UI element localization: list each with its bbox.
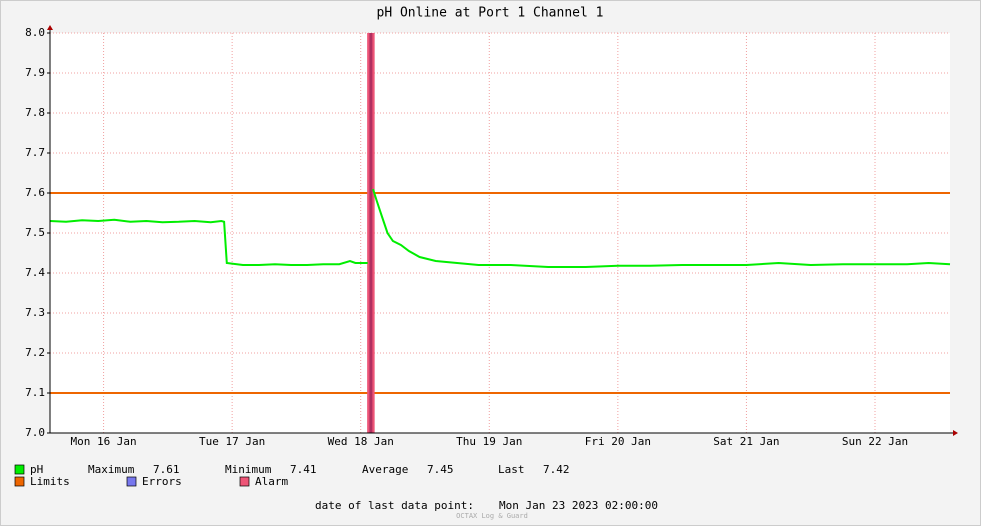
y-tick-label: 7.4 (25, 266, 45, 279)
y-tick-label: 7.2 (25, 346, 45, 359)
legend-swatch (239, 476, 250, 487)
legend-label: Limits (30, 475, 70, 488)
data-line (49, 188, 951, 268)
plot (49, 33, 951, 433)
y-tick-label: 8.0 (25, 26, 45, 39)
stat-label: Minimum (225, 463, 272, 476)
stat-value: 7.45 (427, 463, 454, 476)
legend-label: Errors (142, 475, 182, 488)
legend-swatch (14, 476, 25, 487)
alarm-core (369, 33, 373, 433)
stat-label: Last (498, 463, 525, 476)
x-tick-label: Wed 18 Jan (328, 435, 394, 448)
y-tick-label: 7.1 (25, 386, 45, 399)
stat-label: Average (362, 463, 408, 476)
stat-label: Maximum (88, 463, 135, 476)
watermark: OCTAX Log & Guard (456, 512, 528, 520)
x-tick-label: Fri 20 Jan (585, 435, 651, 448)
chart-title: pH Online at Port 1 Channel 1 (377, 6, 604, 21)
x-tick-label: Mon 16 Jan (70, 435, 136, 448)
x-tick-label: Sat 21 Jan (713, 435, 779, 448)
x-tick-label: Tue 17 Jan (199, 435, 265, 448)
y-tick-label: 7.3 (25, 306, 45, 319)
y-arrow (47, 25, 53, 30)
legend-label: Alarm (255, 475, 288, 488)
legend-label: pH (30, 463, 43, 476)
stat-value: 7.61 (153, 463, 180, 476)
footer-value: Mon Jan 23 2023 02:00:00 (499, 499, 658, 512)
y-tick-label: 7.5 (25, 226, 45, 239)
y-tick-label: 7.6 (25, 186, 45, 199)
y-tick-label: 7.9 (25, 66, 45, 79)
x-tick-label: Thu 19 Jan (456, 435, 522, 448)
y-tick-label: 7.0 (25, 426, 45, 439)
stat-value: 7.41 (290, 463, 317, 476)
x-arrow (953, 430, 958, 436)
stat-value: 7.42 (543, 463, 570, 476)
legend-swatch (14, 464, 25, 475)
y-tick-label: 7.8 (25, 106, 45, 119)
x-tick-label: Sun 22 Jan (842, 435, 908, 448)
footer-label: date of last data point: (315, 499, 474, 512)
y-tick-label: 7.7 (25, 146, 45, 159)
legend: pH Maximum 7.61 Minimum 7.41 Average 7.45 Last 7… (14, 463, 570, 488)
legend-swatch (126, 476, 137, 487)
